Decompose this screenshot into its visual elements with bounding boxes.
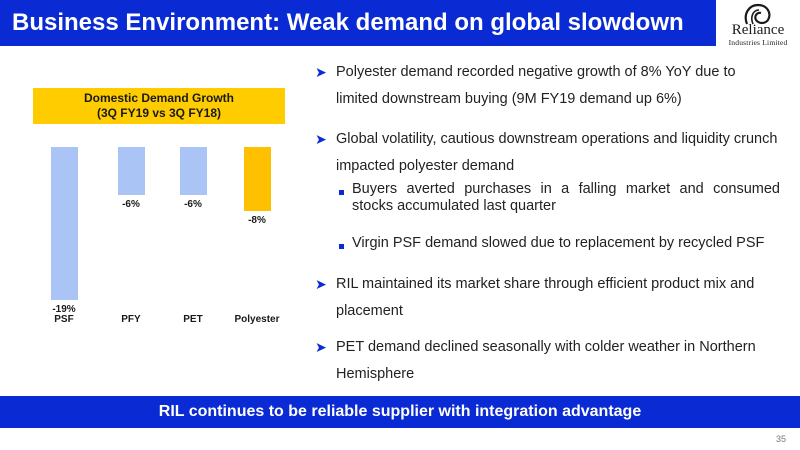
- square-bullet-icon: [339, 190, 344, 195]
- logo-name: Reliance: [731, 22, 785, 38]
- page-number: 35: [775, 434, 786, 444]
- category-label: PFY: [121, 314, 141, 325]
- category-label: Polyester: [234, 314, 280, 325]
- sub-bullet-text: Buyers averted purchases in a falling ma…: [352, 181, 780, 214]
- bar-pfy: [117, 147, 145, 196]
- arrow-bullet-icon: ➤: [315, 131, 327, 147]
- arrow-bullet-icon: ➤: [315, 339, 327, 355]
- chart-title-line-2: (3Q FY19 vs 3Q FY18): [96, 106, 222, 120]
- bullet-text: Global volatility, cautious downstream o…: [336, 131, 778, 174]
- bullet-text: Polyester demand recorded negative growt…: [336, 64, 736, 107]
- category-label: PET: [183, 314, 203, 325]
- bar-value-label: -19%: [52, 303, 76, 315]
- chart-title-line-1: Domestic Demand Growth: [83, 91, 235, 105]
- category-label: PSF: [54, 314, 74, 325]
- bar-pet: [179, 147, 207, 196]
- bar-value-label: -8%: [248, 215, 266, 227]
- bullet-text: RIL maintained its market share through …: [336, 276, 755, 319]
- bullet-text: PET demand declined seasonally with cold…: [336, 339, 756, 382]
- page-title: Business Environment: Weak demand on glo…: [12, 9, 684, 36]
- reliance-logo: Reliance Industries Limited: [716, 0, 800, 55]
- bar-value-label: -6%: [122, 199, 140, 211]
- footer-banner: RIL continues to be reliable supplier wi…: [0, 396, 800, 428]
- chart-title-box: Domestic Demand Growth (3Q FY19 vs 3Q FY…: [33, 88, 285, 124]
- arrow-bullet-icon: ➤: [315, 276, 327, 292]
- bar-polyester: [243, 147, 271, 212]
- bar-value-label: -6%: [184, 199, 202, 211]
- header-bar: Business Environment: Weak demand on glo…: [0, 0, 716, 46]
- square-bullet-icon: [339, 244, 344, 249]
- arrow-bullet-icon: ➤: [315, 64, 327, 80]
- reliance-logo-icon: [744, 3, 771, 25]
- logo-subtitle: Industries Limited: [728, 38, 788, 47]
- bar-psf: [50, 147, 78, 300]
- sub-bullet-text: Virgin PSF demand slowed due to replacem…: [352, 235, 765, 251]
